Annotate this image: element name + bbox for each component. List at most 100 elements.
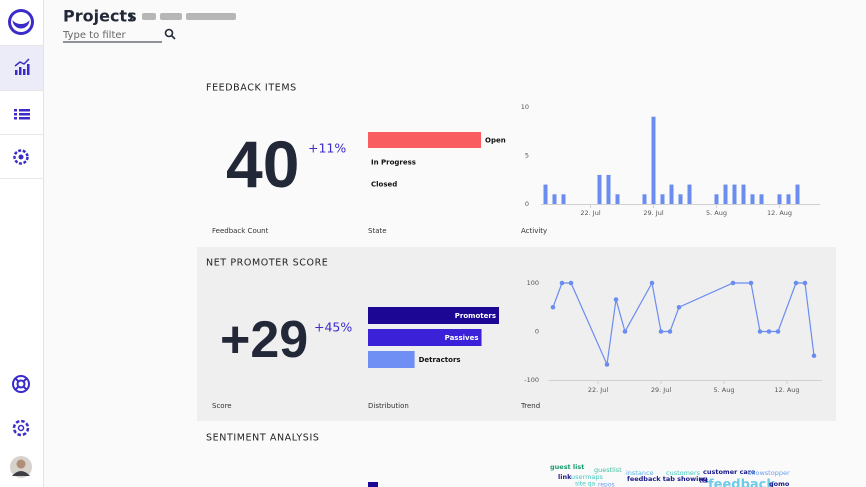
x-tick-label: 29. Jul bbox=[643, 209, 663, 217]
x-tick-label: 5. Aug bbox=[706, 209, 727, 217]
bar-label: In Progress bbox=[371, 159, 416, 167]
chart-caption: State bbox=[368, 227, 387, 235]
word-cloud-term: guest list bbox=[550, 463, 584, 471]
trend-point bbox=[550, 304, 556, 310]
trend-point bbox=[766, 329, 772, 334]
bar bbox=[795, 184, 800, 204]
bar bbox=[741, 184, 746, 204]
bar bbox=[651, 116, 656, 204]
bar-label: Promoters bbox=[455, 312, 496, 320]
trend-point bbox=[667, 329, 673, 334]
x-tick-label: 22. Jul bbox=[580, 209, 600, 217]
feedback-change: +11% bbox=[308, 141, 346, 156]
bar bbox=[678, 194, 683, 204]
bar-label: Passives bbox=[445, 334, 479, 342]
bar bbox=[669, 184, 674, 204]
logo[interactable] bbox=[8, 9, 34, 35]
word-cloud-term: customers bbox=[666, 469, 701, 477]
bar bbox=[786, 194, 791, 204]
help-icon[interactable] bbox=[12, 375, 30, 393]
nps-panel bbox=[197, 247, 836, 421]
trend-point bbox=[748, 280, 754, 286]
word-cloud-term: instance bbox=[626, 469, 654, 477]
bar bbox=[561, 194, 566, 204]
y-tick-label: 5 bbox=[525, 152, 529, 160]
word-cloud-term: repos bbox=[598, 482, 615, 487]
y-tick-label: 0 bbox=[525, 200, 529, 208]
trend-point bbox=[649, 280, 655, 286]
bar bbox=[368, 307, 499, 324]
y-tick-label: 100 bbox=[527, 279, 539, 287]
x-tick-label: 12. Aug bbox=[767, 209, 792, 217]
section-title: FEEDBACK ITEMS bbox=[206, 83, 297, 94]
word-cloud-term: guestlist bbox=[594, 466, 622, 474]
trend-line bbox=[552, 281, 815, 367]
bar bbox=[759, 194, 764, 204]
word-cloud-term: showstopper bbox=[748, 469, 790, 477]
kpi-caption: Feedback Count bbox=[212, 227, 269, 235]
trend-point bbox=[604, 362, 610, 367]
bar bbox=[368, 329, 482, 346]
bar bbox=[687, 184, 692, 204]
bar bbox=[552, 194, 557, 204]
y-tick-label: -100 bbox=[524, 376, 539, 384]
nav-dashboard-icon[interactable] bbox=[14, 58, 30, 75]
bar bbox=[543, 184, 548, 204]
bar bbox=[660, 194, 665, 204]
word-cloud-term: feedback bbox=[708, 478, 775, 487]
trend-point bbox=[730, 280, 736, 286]
trend-point bbox=[559, 280, 565, 286]
bar-label: Open bbox=[485, 137, 506, 145]
bar bbox=[597, 174, 602, 204]
feedback-count: 40 bbox=[226, 127, 299, 201]
section-title: NET PROMOTER SCORE bbox=[206, 258, 328, 269]
trend-point bbox=[775, 329, 781, 334]
bar bbox=[606, 174, 611, 204]
search-icon[interactable] bbox=[164, 28, 176, 40]
section-title: SENTIMENT ANALYSIS bbox=[206, 433, 319, 444]
chart-caption: Distribution bbox=[368, 402, 409, 410]
chart-caption: Trend bbox=[520, 402, 540, 410]
y-tick-label: 10 bbox=[521, 103, 529, 111]
bar bbox=[714, 194, 719, 204]
trend-point bbox=[613, 297, 619, 302]
breadcrumb-chevron bbox=[128, 12, 135, 22]
nps-change: +45% bbox=[314, 320, 352, 335]
trend-point bbox=[676, 304, 682, 310]
trend-point bbox=[802, 280, 808, 286]
trend-point bbox=[793, 280, 799, 286]
trend-point bbox=[658, 329, 664, 334]
bar-label: Detractors bbox=[419, 356, 461, 364]
bar bbox=[732, 184, 737, 204]
sentiment-bar bbox=[368, 482, 378, 487]
bar bbox=[642, 194, 647, 204]
user-avatar[interactable] bbox=[10, 456, 32, 478]
nav-list-icon[interactable] bbox=[14, 109, 30, 120]
filter-input[interactable]: Type to filter bbox=[62, 30, 127, 41]
word-cloud-term: gomo bbox=[769, 480, 790, 487]
settings-icon[interactable] bbox=[12, 419, 30, 437]
nps-score: +29 bbox=[220, 311, 308, 369]
trend-point bbox=[811, 353, 817, 359]
nav-integrations-icon[interactable] bbox=[13, 149, 29, 165]
word-cloud-term: link bbox=[558, 473, 572, 481]
x-tick-label: 29. Jul bbox=[651, 386, 671, 394]
trend-point bbox=[757, 329, 763, 334]
word-cloud-term: site qa bbox=[575, 481, 596, 487]
word-cloud-term: usermaps bbox=[571, 473, 604, 481]
bar bbox=[615, 194, 620, 204]
bar bbox=[777, 194, 782, 204]
bar bbox=[368, 351, 415, 368]
x-tick-label: 5. Aug bbox=[714, 386, 735, 394]
bar bbox=[723, 184, 728, 204]
bar-label: Closed bbox=[371, 181, 397, 189]
breadcrumb-root[interactable]: Projects bbox=[63, 7, 137, 26]
bar bbox=[368, 132, 481, 148]
x-tick-label: 22. Jul bbox=[588, 386, 608, 394]
y-tick-label: 0 bbox=[535, 328, 539, 336]
word-cloud-term: tfs bbox=[699, 478, 708, 485]
x-tick-label: 12. Aug bbox=[774, 386, 799, 394]
trend-point bbox=[622, 329, 628, 334]
breadcrumb-project-redacted bbox=[142, 13, 236, 20]
